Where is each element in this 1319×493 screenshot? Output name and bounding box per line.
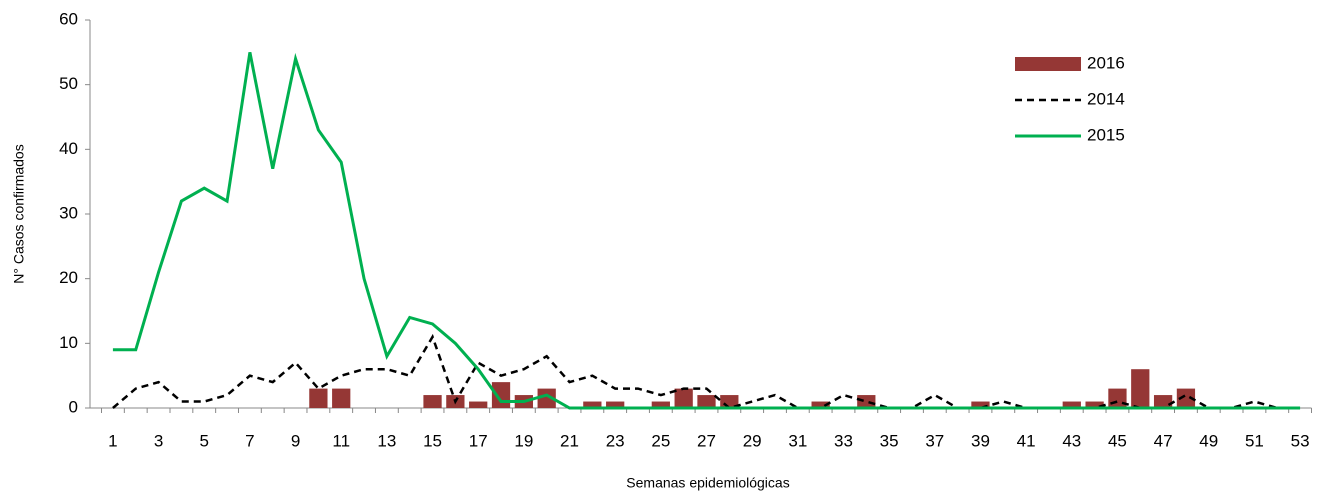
x-axis-title: Semanas epidemiológicas bbox=[626, 475, 789, 491]
bar bbox=[674, 388, 693, 408]
bar bbox=[1176, 388, 1196, 408]
y-tick-label: 30 bbox=[59, 203, 78, 222]
y-axis-title: N° Casos confirmados bbox=[11, 144, 27, 283]
x-tick-label: 11 bbox=[332, 431, 350, 450]
legend-swatch bbox=[1015, 57, 1081, 71]
bar bbox=[537, 388, 556, 408]
x-tick-label: 49 bbox=[1199, 431, 1218, 450]
bar bbox=[1085, 401, 1104, 408]
y-tick-label: 10 bbox=[59, 333, 78, 352]
bar bbox=[583, 401, 602, 408]
bar bbox=[469, 401, 488, 408]
y-tick-label: 40 bbox=[59, 139, 78, 158]
x-tick-label: 31 bbox=[788, 431, 807, 450]
x-tick-label: 15 bbox=[423, 431, 442, 450]
x-tick-label: 51 bbox=[1245, 431, 1264, 450]
bar bbox=[309, 388, 328, 408]
bar bbox=[1131, 369, 1150, 408]
bar bbox=[423, 395, 442, 408]
bar bbox=[1062, 401, 1081, 408]
bar bbox=[1153, 395, 1173, 408]
x-tick-label: 45 bbox=[1108, 431, 1127, 450]
x-tick-label: 1 bbox=[108, 431, 117, 450]
x-tick-label: 17 bbox=[469, 431, 488, 450]
x-tick-label: 37 bbox=[925, 431, 944, 450]
bar bbox=[332, 388, 351, 408]
line bbox=[112, 52, 1301, 410]
x-tick-label: 3 bbox=[154, 431, 163, 450]
legend-label: 2014 bbox=[1087, 89, 1125, 108]
x-tick-label: 9 bbox=[291, 431, 300, 450]
y-tick-label: 50 bbox=[59, 74, 78, 93]
x-tick-label: 5 bbox=[200, 431, 209, 450]
x-tick-label: 41 bbox=[1017, 431, 1036, 450]
x-tick-label: 39 bbox=[971, 431, 990, 450]
legend-label: 2016 bbox=[1087, 53, 1125, 72]
bar bbox=[971, 401, 990, 408]
x-tick-label: 13 bbox=[377, 431, 396, 450]
x-tick-label: 47 bbox=[1154, 431, 1173, 450]
x-tick-label: 23 bbox=[606, 431, 625, 450]
bar bbox=[1108, 388, 1127, 408]
bar bbox=[857, 395, 876, 408]
y-tick-label: 20 bbox=[59, 268, 78, 287]
x-tick-label: 21 bbox=[560, 431, 579, 450]
legend-label: 2015 bbox=[1087, 125, 1125, 144]
x-tick-label: 7 bbox=[245, 431, 254, 450]
x-tick-label: 19 bbox=[514, 431, 533, 450]
y-tick-label: 0 bbox=[69, 397, 78, 416]
x-tick-label: 35 bbox=[880, 431, 899, 450]
x-tick-label: 33 bbox=[834, 431, 853, 450]
line bbox=[112, 333, 1301, 410]
x-tick-label: 27 bbox=[697, 431, 716, 450]
bar bbox=[697, 395, 716, 408]
x-tick-label: 25 bbox=[651, 431, 670, 450]
x-tick-label: 29 bbox=[743, 431, 762, 450]
bar bbox=[606, 401, 625, 408]
x-tick-label: 43 bbox=[1062, 431, 1081, 450]
bar bbox=[811, 401, 830, 408]
x-tick-label: 53 bbox=[1291, 431, 1310, 450]
bar bbox=[651, 401, 670, 408]
y-tick-label: 60 bbox=[59, 9, 78, 28]
